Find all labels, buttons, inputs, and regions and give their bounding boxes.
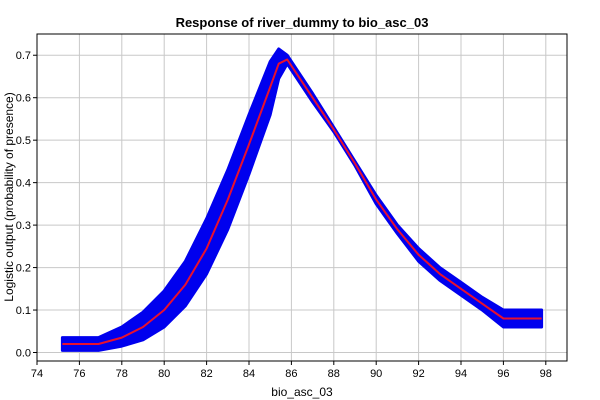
y-tick-label: 0.3 bbox=[16, 220, 31, 232]
x-tick-label: 82 bbox=[200, 368, 212, 380]
y-axis-ticks: 0.0 0.1 0.2 0.3 0.4 0.5 0.6 0.7 bbox=[16, 50, 37, 360]
y-tick-label: 0.6 bbox=[16, 93, 31, 105]
confidence-band-area bbox=[60, 47, 544, 352]
x-tick-label: 94 bbox=[455, 368, 467, 380]
x-axis-title: bio_asc_03 bbox=[271, 385, 333, 399]
x-tick-label: 92 bbox=[412, 368, 424, 380]
x-tick-label: 90 bbox=[370, 368, 382, 380]
x-tick-label: 76 bbox=[73, 368, 85, 380]
y-tick-label: 0.7 bbox=[16, 50, 31, 62]
x-tick-label: 74 bbox=[31, 368, 43, 380]
mean-line-path bbox=[62, 58, 542, 345]
y-tick-label: 0.5 bbox=[16, 135, 31, 147]
x-tick-label: 86 bbox=[285, 368, 297, 380]
x-tick-label: 80 bbox=[158, 368, 170, 380]
y-axis-title: Logistic output (probability of presence… bbox=[2, 92, 16, 301]
chart-title: Response of river_dummy to bio_asc_03 bbox=[176, 15, 429, 30]
x-tick-label: 78 bbox=[116, 368, 128, 380]
x-tick-label: 98 bbox=[540, 368, 552, 380]
grid bbox=[36, 34, 567, 361]
y-tick-label: 0.2 bbox=[16, 263, 31, 275]
y-tick-label: 0.0 bbox=[16, 348, 31, 360]
y-tick-label: 0.1 bbox=[16, 305, 31, 317]
mean-response-line bbox=[62, 58, 542, 345]
plot-frame bbox=[36, 33, 568, 362]
x-axis-ticks: 74 76 78 80 82 84 86 88 90 92 94 96 98 bbox=[31, 361, 552, 380]
x-tick-label: 88 bbox=[328, 368, 340, 380]
y-tick-label: 0.4 bbox=[16, 178, 31, 190]
x-tick-label: 96 bbox=[497, 368, 509, 380]
x-tick-label: 84 bbox=[243, 368, 255, 380]
confidence-band bbox=[60, 47, 544, 352]
